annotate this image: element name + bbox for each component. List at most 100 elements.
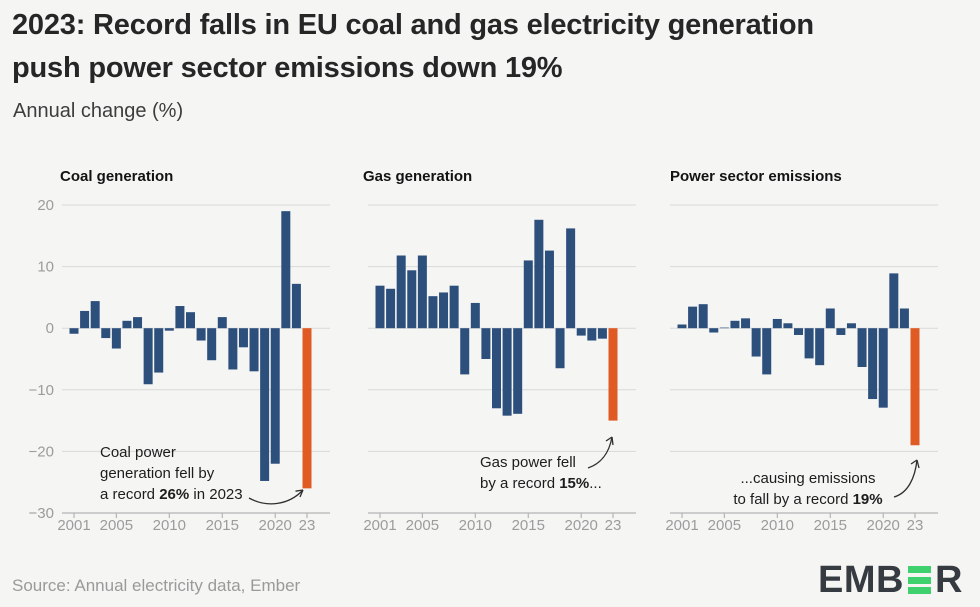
annotation-highlight-value: 15% [559,475,590,492]
annotation-text: by a record [480,475,560,492]
y-axis-label: −10 [29,382,54,399]
y-axis-label: 10 [37,259,54,276]
x-axis-label: 2015 [814,517,847,534]
bar-2012 [186,312,195,329]
bar-2012 [794,328,803,335]
annotation-emissions: ...causing emissions to fall by a record … [715,468,901,510]
bar-2005 [111,328,121,349]
x-axis-label: 23 [605,517,622,534]
annotation-line: a record 26% in 2023 [100,484,243,505]
bar-2017 [544,250,554,329]
bar-2009 [154,328,164,373]
bar-2011 [481,328,491,359]
annotation-arrow-coal [248,489,304,505]
page-title-line-1: 2023: Record falls in EU coal and gas el… [12,9,814,41]
bar-2023 [302,328,312,489]
bar-2021 [587,328,597,341]
annotation-text: to fall by a record [733,491,853,508]
bar-2013 [502,328,512,416]
bar-2003 [90,301,100,329]
bar-2023 [910,328,920,446]
bar-2009 [460,328,470,375]
bar-2004 [407,270,417,329]
bar-2023 [608,328,618,421]
bar-2019 [868,328,878,400]
x-axis-label: 23 [299,517,316,534]
x-axis-label: 2001 [665,517,698,534]
y-axis-label: −30 [29,505,54,522]
bar-2019 [260,328,270,481]
bar-2001 [375,285,385,329]
x-axis-label: 2005 [100,517,133,534]
x-axis-label: 2001 [363,517,396,534]
annotation-line: to fall by a record 19% [715,489,901,510]
bar-2007 [439,292,449,329]
logo-green-e-icon [907,566,931,594]
annotation-text: Gas power fell [480,454,576,471]
logo-green-bar [907,576,931,584]
annotation-coal: Coal power generation fell by a record 26%… [100,442,243,505]
bar-2020 [878,328,888,408]
page-title: 2023: Record falls in EU coal and gas el… [12,4,814,90]
x-axis-label: 2020 [565,517,598,534]
bar-2022 [597,328,607,339]
bar-2022 [899,308,909,329]
bar-2018 [857,328,867,368]
bar-2017 [238,328,248,348]
bar-2021 [889,273,899,329]
annotation-highlight-value: 19% [852,491,883,508]
annotation-line: Gas power fell [480,452,602,473]
bar-2016 [836,328,846,335]
bar-2018 [249,328,259,372]
bar-2014 [815,328,825,366]
x-axis-label: 2015 [512,517,545,534]
logo-letters-emb: EMB [818,559,904,601]
bar-2020 [270,328,280,464]
annotation-line: generation fell by [100,463,243,484]
bar-2008 [143,328,153,385]
y-axis-label: 20 [37,197,54,214]
bar-2012 [492,328,501,409]
chart-title-gas: Gas generation [363,168,473,185]
source-text: Source: Annual electricity data, Ember [12,576,301,595]
bar-2004 [101,328,111,339]
bar-2014 [513,328,523,414]
bar-2006 [122,320,132,329]
bar-2009 [762,328,772,375]
bar-2005 [719,327,729,329]
bar-2020 [576,328,586,336]
page-title-line-2: push power sector emissions down 19% [12,52,563,84]
bar-2022 [291,283,301,329]
annotation-line: ...causing emissions [715,468,901,489]
bar-2010 [772,318,782,329]
annotation-arrow-emissions [893,459,920,498]
ember-logo: EMB R [818,559,963,601]
x-axis-label: 2020 [259,517,292,534]
bar-2006 [428,296,438,329]
bar-2016 [534,219,544,329]
bar-2011 [175,306,185,329]
x-axis-label: 2010 [459,517,492,534]
bar-2002 [688,306,698,329]
bar-2008 [449,285,459,329]
bar-2015 [825,308,835,329]
annotation-text: ... [589,475,602,492]
x-axis-label: 23 [907,517,924,534]
x-axis-label: 2010 [153,517,186,534]
bar-2018 [555,328,565,369]
bar-2003 [698,304,708,329]
bar-2011 [783,323,793,329]
annotation-gas: Gas power fell by a record 15%... [480,452,602,494]
x-axis-label: 2005 [708,517,741,534]
x-axis-label: 2010 [761,517,794,534]
x-axis-label: 2001 [57,517,90,534]
bar-2015 [523,260,533,329]
bar-2015 [217,317,227,329]
y-axis-label: 0 [46,320,54,337]
bar-2016 [228,328,238,370]
bar-2004 [709,328,719,333]
bar-2014 [207,328,217,361]
bar-2007 [133,317,143,329]
x-axis-label: 2005 [406,517,439,534]
